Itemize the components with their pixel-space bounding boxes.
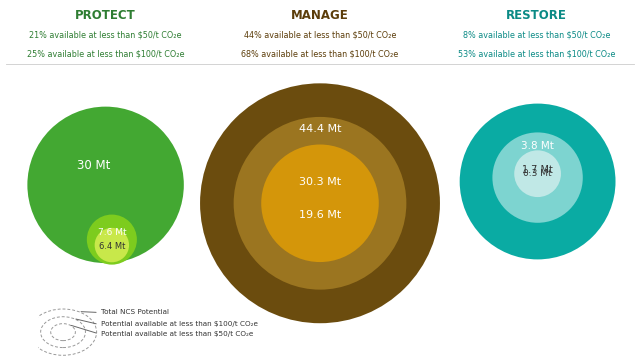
- Text: 8% available at less than $50/t CO₂e: 8% available at less than $50/t CO₂e: [463, 31, 610, 40]
- Circle shape: [460, 103, 616, 260]
- Circle shape: [28, 107, 184, 263]
- Text: 30.3 Mt: 30.3 Mt: [299, 177, 341, 187]
- Text: 44.4 Mt: 44.4 Mt: [299, 124, 341, 134]
- Text: PROTECT: PROTECT: [76, 9, 136, 22]
- Text: Total NCS Potential: Total NCS Potential: [101, 310, 169, 315]
- Text: MANAGE: MANAGE: [291, 9, 349, 22]
- Text: 6.4 Mt: 6.4 Mt: [99, 242, 125, 251]
- Text: 44% available at less than $50/t CO₂e: 44% available at less than $50/t CO₂e: [244, 31, 396, 40]
- Circle shape: [492, 132, 583, 223]
- Text: Potential available at less than $100/t CO₂e: Potential available at less than $100/t …: [101, 321, 258, 327]
- Text: RESTORE: RESTORE: [506, 9, 567, 22]
- Circle shape: [261, 144, 379, 262]
- Circle shape: [200, 83, 440, 323]
- Text: 53% available at less than $100/t CO₂e: 53% available at less than $100/t CO₂e: [458, 49, 615, 58]
- Circle shape: [95, 228, 129, 262]
- Text: 30 Mt: 30 Mt: [77, 159, 111, 172]
- Circle shape: [87, 215, 137, 265]
- Text: Potential available at less than $50/t CO₂e: Potential available at less than $50/t C…: [101, 331, 253, 337]
- Text: 3.8 Mt: 3.8 Mt: [521, 142, 554, 151]
- Text: 68% available at less than $100/t CO₂e: 68% available at less than $100/t CO₂e: [241, 49, 399, 58]
- Circle shape: [514, 150, 561, 197]
- Text: 19.6 Mt: 19.6 Mt: [299, 210, 341, 220]
- Circle shape: [234, 117, 406, 290]
- Text: 0.3 Mt: 0.3 Mt: [524, 169, 552, 178]
- Text: 1.7 Mt: 1.7 Mt: [522, 165, 553, 175]
- Text: 21% available at less than $50/t CO₂e: 21% available at less than $50/t CO₂e: [29, 31, 182, 40]
- Text: 7.6 Mt: 7.6 Mt: [97, 228, 126, 237]
- Text: 25% available at less than $100/t CO₂e: 25% available at less than $100/t CO₂e: [27, 49, 184, 58]
